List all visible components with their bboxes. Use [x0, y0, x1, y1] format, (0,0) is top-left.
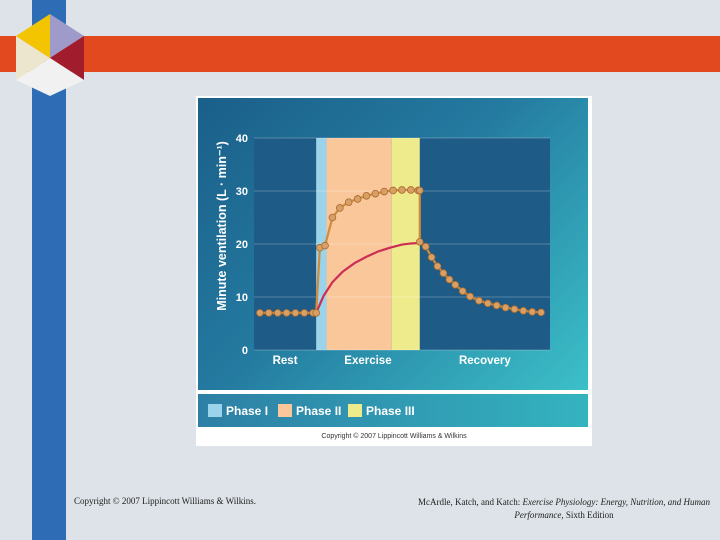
legend-label-2: Phase II — [296, 404, 341, 418]
data-point — [328, 213, 337, 222]
y-tick-label: 20 — [236, 239, 248, 251]
data-point — [421, 242, 430, 251]
data-point — [353, 195, 362, 203]
data-point — [273, 309, 282, 317]
data-point — [492, 301, 501, 310]
data-point — [291, 309, 300, 317]
legend-swatch-3 — [348, 404, 362, 417]
data-point — [537, 308, 545, 317]
legend-label-1: Phase I — [226, 404, 268, 418]
citation-authors: McArdle, Katch, and Katch: — [417, 497, 521, 507]
data-point — [439, 269, 448, 277]
lower-ventilation-line — [315, 241, 420, 314]
data-point — [501, 303, 510, 312]
phase-legend: Phase I Phase II Phase III — [208, 404, 415, 418]
data-point — [458, 287, 467, 295]
data-point — [389, 186, 397, 195]
publisher-logo-icon — [16, 14, 84, 96]
footer-citation: McArdle, Katch, and Katch: Exercise Phys… — [414, 496, 714, 522]
data-point — [433, 262, 442, 271]
legend-panel: Phase I Phase II Phase III — [198, 394, 588, 427]
figure-copyright: Copyright © 2007 Lippincott Williams & W… — [321, 433, 467, 440]
phase-band-2 — [326, 138, 392, 350]
data-point — [475, 296, 483, 305]
legend-label-3: Phase III — [366, 404, 415, 418]
y-tick-label: 40 — [236, 133, 248, 145]
data-point — [265, 309, 273, 317]
data-point — [445, 275, 454, 284]
legend-swatch-1 — [208, 404, 222, 417]
top-accent-band — [0, 36, 720, 72]
citation-title: Exercise Physiology: Energy, Nutrition, … — [514, 497, 711, 520]
region-label-rest: Rest — [273, 355, 298, 367]
data-point — [344, 198, 353, 206]
data-point — [282, 309, 291, 317]
data-point — [336, 204, 344, 212]
data-point — [415, 186, 424, 195]
legend-swatch-2 — [278, 404, 292, 417]
y-tick-label: 10 — [236, 292, 248, 304]
data-point — [427, 253, 436, 262]
citation-edition: Sixth Edition — [565, 510, 614, 520]
data-point — [510, 305, 519, 313]
y-axis-label: Minute ventilation (L · min⁻¹) — [215, 141, 229, 311]
chart-panel: Minute ventilation (L · min⁻¹) 0 10 20 30 40… — [198, 98, 588, 390]
y-tick-label: 0 — [242, 345, 248, 357]
data-point — [451, 281, 460, 289]
data-point — [415, 238, 424, 246]
data-point — [312, 309, 320, 317]
phase-band-1 — [316, 138, 327, 350]
data-point — [484, 299, 492, 308]
region-label-exercise: Exercise — [344, 355, 391, 367]
data-point — [300, 309, 309, 317]
region-label-recovery: Recovery — [459, 355, 511, 367]
ventilation-chart: Minute ventilation (L · min⁻¹) 0 10 20 30 40… — [215, 133, 550, 367]
footer-copyright: Copyright © 2007 Lippincott Williams & W… — [74, 496, 257, 506]
data-point — [256, 309, 264, 317]
data-point — [321, 241, 329, 250]
figure-container: Minute ventilation (L · min⁻¹) 0 10 20 30 40… — [196, 96, 592, 446]
data-point — [466, 292, 474, 301]
data-point — [362, 191, 371, 200]
data-point — [371, 189, 380, 198]
data-point — [528, 308, 537, 316]
data-point — [380, 187, 389, 196]
data-point — [519, 306, 528, 315]
y-tick-label: 30 — [236, 186, 248, 198]
data-point — [407, 186, 415, 194]
data-point — [398, 186, 406, 194]
